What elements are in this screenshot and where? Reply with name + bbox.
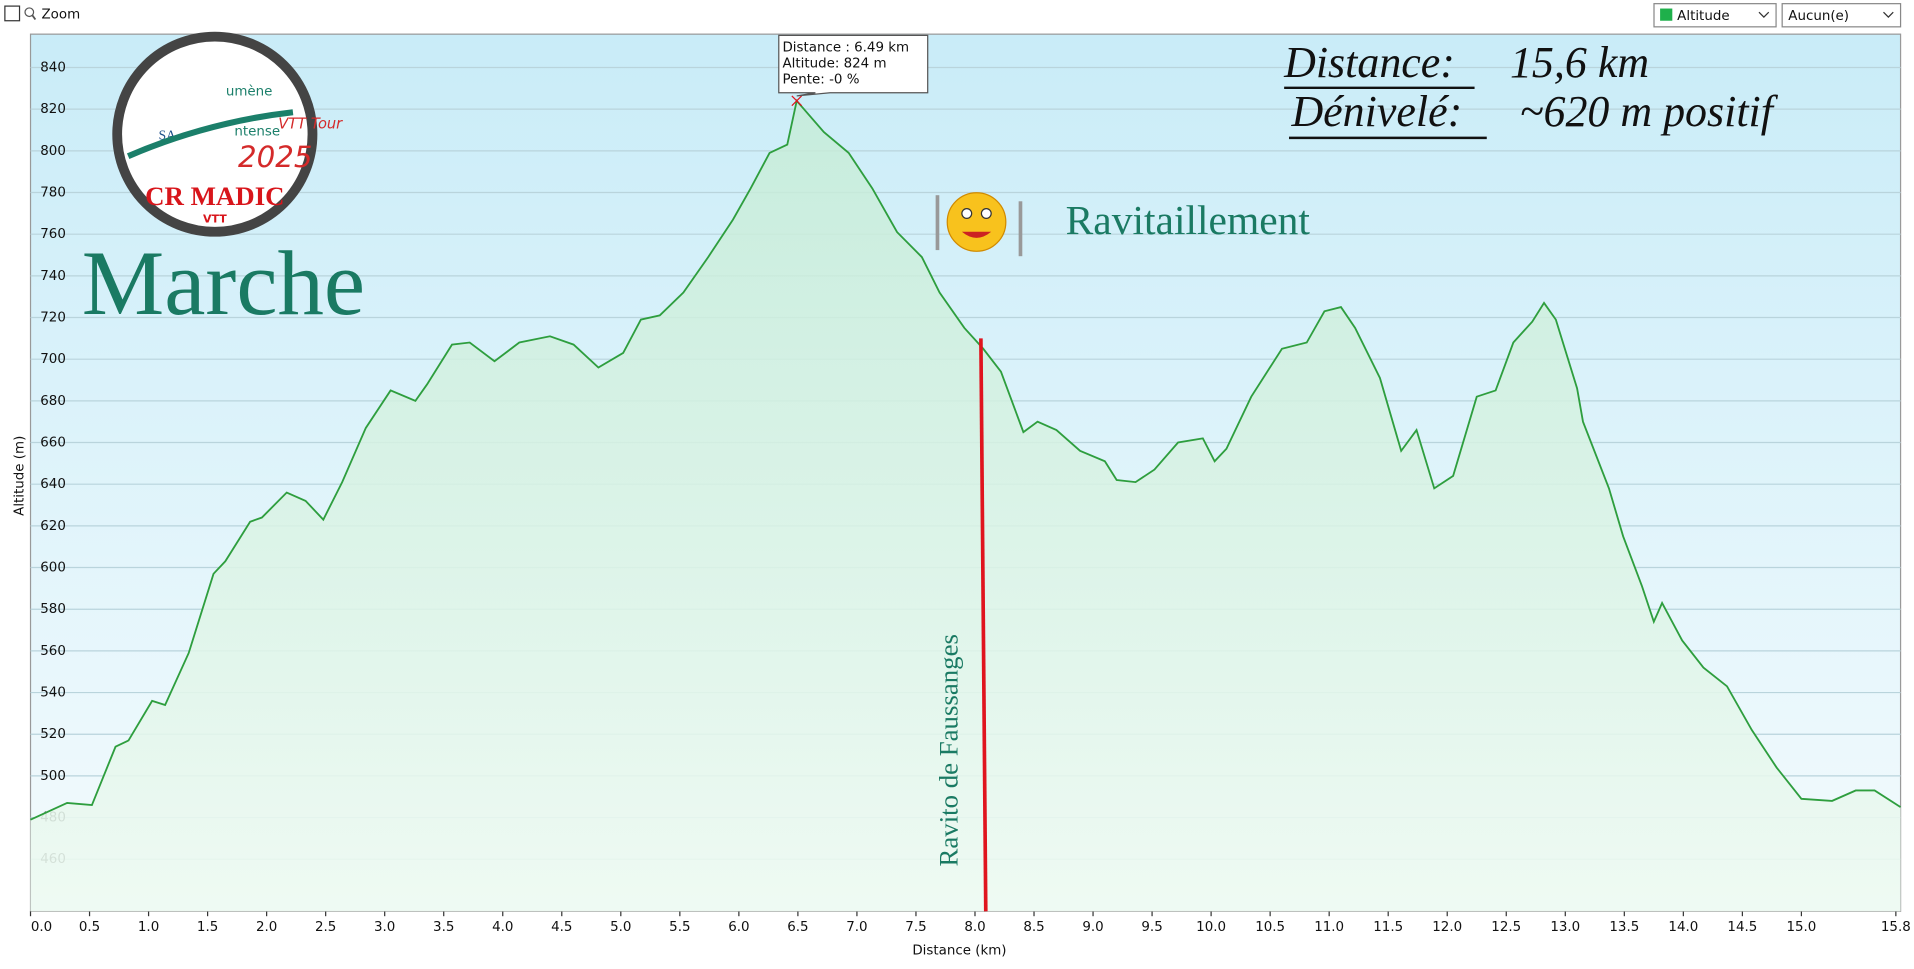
marche-label: Marche (82, 232, 365, 335)
x-axis-label: Distance (km) (912, 943, 1006, 958)
y-tick-label: 820 (40, 102, 66, 117)
logo-ring (112, 31, 318, 237)
x-tick-label: 4.0 (492, 920, 513, 935)
marks: Ravito de Faussanges (30, 98, 1902, 912)
x-tick-label: 13.5 (1609, 920, 1639, 935)
x-tick-label: 3.0 (374, 920, 395, 935)
area (30, 100, 1901, 912)
logo-year: 2025 (238, 140, 313, 174)
smiley (946, 192, 1007, 252)
x-tick-label: 2.5 (315, 920, 336, 935)
denivele-label: Dénivelé: (1290, 87, 1462, 136)
x-tick-label: 15.8 (1881, 920, 1911, 935)
y-tick-label: 600 (40, 561, 66, 576)
y-tick-label: 700 (40, 352, 66, 367)
x-tick-label: 9.5 (1141, 920, 1162, 935)
zoom-icon (24, 7, 35, 18)
y-axis-label: Altitude (m) (13, 436, 28, 516)
x-tick-label: 2.0 (256, 920, 277, 935)
x-tick-label: 0.0 (31, 920, 52, 935)
zoom-checkbox[interactable] (4, 5, 21, 22)
y-tick-label: 840 (40, 60, 66, 75)
x-tick-label: 5.5 (669, 920, 690, 935)
smiley-eye (961, 208, 973, 219)
zoom-label[interactable]: Zoom (42, 8, 81, 23)
y-tick-label: 580 (40, 602, 66, 617)
logo-middle: ntense (234, 125, 280, 140)
y-tick-label: 560 (40, 644, 66, 659)
logo-sub: VTT (203, 213, 227, 226)
y-tick-label: 720 (40, 311, 66, 326)
smiley-eye (980, 208, 992, 219)
logo-tour: VTT Tour (278, 115, 343, 132)
distance-label: Distance: (1283, 38, 1455, 87)
logo-club: CR MADIC (145, 181, 284, 211)
x-tick-label: 8.0 (964, 920, 985, 935)
y-tick-label: 500 (40, 769, 66, 784)
select-aucun-text: Aucun(e) (1788, 9, 1849, 24)
dropdown-arrow (1883, 11, 1894, 18)
x-tick-label: 12.0 (1432, 920, 1462, 935)
tooltip-line: Altitude: 824 m (782, 56, 886, 71)
ravito-label: Ravito de Faussanges (934, 634, 964, 866)
logo-top: umène (226, 84, 273, 100)
x-tick-label: 10.0 (1196, 920, 1226, 935)
x-tick-label: 11.5 (1373, 920, 1403, 935)
line (30, 98, 1902, 821)
logo-swoosh (126, 109, 294, 159)
select-aucun[interactable] (1781, 3, 1902, 28)
y-tick-label: 760 (40, 227, 66, 242)
x-tick-label: 9.0 (1082, 920, 1103, 935)
y-tick-label: 660 (40, 436, 66, 451)
y-tick-label: 520 (40, 727, 66, 742)
x-tick-label: 10.5 (1255, 920, 1285, 935)
ravitaillement-label: Ravitaillement (1066, 197, 1311, 243)
denivele-value: ~620 m positif (1520, 87, 1779, 136)
x-tick-label: 12.5 (1491, 920, 1521, 935)
zoom-icon-handle (31, 14, 37, 21)
select-altitude[interactable] (1653, 3, 1777, 28)
x-tick-label: 7.5 (905, 920, 926, 935)
y-tick-label: 540 (40, 686, 66, 701)
y-tick-label: 620 (40, 519, 66, 534)
x-tick-label: 5.0 (610, 920, 631, 935)
y-tick-label: 740 (40, 269, 66, 284)
x-tick-label: 13.0 (1550, 920, 1580, 935)
dropdown-arrow (1758, 11, 1770, 18)
x-tick-label: 1.5 (197, 920, 218, 935)
legend-swatch (1660, 8, 1673, 21)
x-tick-label: 7.0 (846, 920, 867, 935)
tooltip-line: Pente: -0 % (782, 72, 859, 87)
x-tick-label: 4.5 (551, 920, 572, 935)
select-altitude-text: Altitude (1677, 9, 1729, 24)
x-tick-label: 0.5 (79, 920, 100, 935)
x-tick-label: 3.5 (433, 920, 454, 935)
x-tick-label: 11.0 (1314, 920, 1344, 935)
x-tick-label: 14.5 (1727, 920, 1757, 935)
x-tick-label: 6.0 (728, 920, 749, 935)
tooltip-line: Distance : 6.49 km (782, 41, 909, 56)
x-tick-label: 1.0 (138, 920, 159, 935)
distance-value: 15,6 km (1510, 38, 1649, 87)
x-tick-label: 15.0 (1786, 920, 1816, 935)
y-tick-label: 640 (40, 477, 66, 492)
x-tick-label: 6.5 (787, 920, 808, 935)
y-tick-label: 780 (40, 186, 66, 201)
ravito-line (979, 338, 988, 912)
x-tick-label: 14.0 (1668, 920, 1698, 935)
y-tick-label: 680 (40, 394, 66, 409)
smiley-mouth (961, 231, 992, 238)
x-tick-label: 8.5 (1023, 920, 1044, 935)
peak-marker (791, 95, 803, 107)
tooltip-box (778, 34, 929, 97)
y-tick-label: 800 (40, 144, 66, 159)
